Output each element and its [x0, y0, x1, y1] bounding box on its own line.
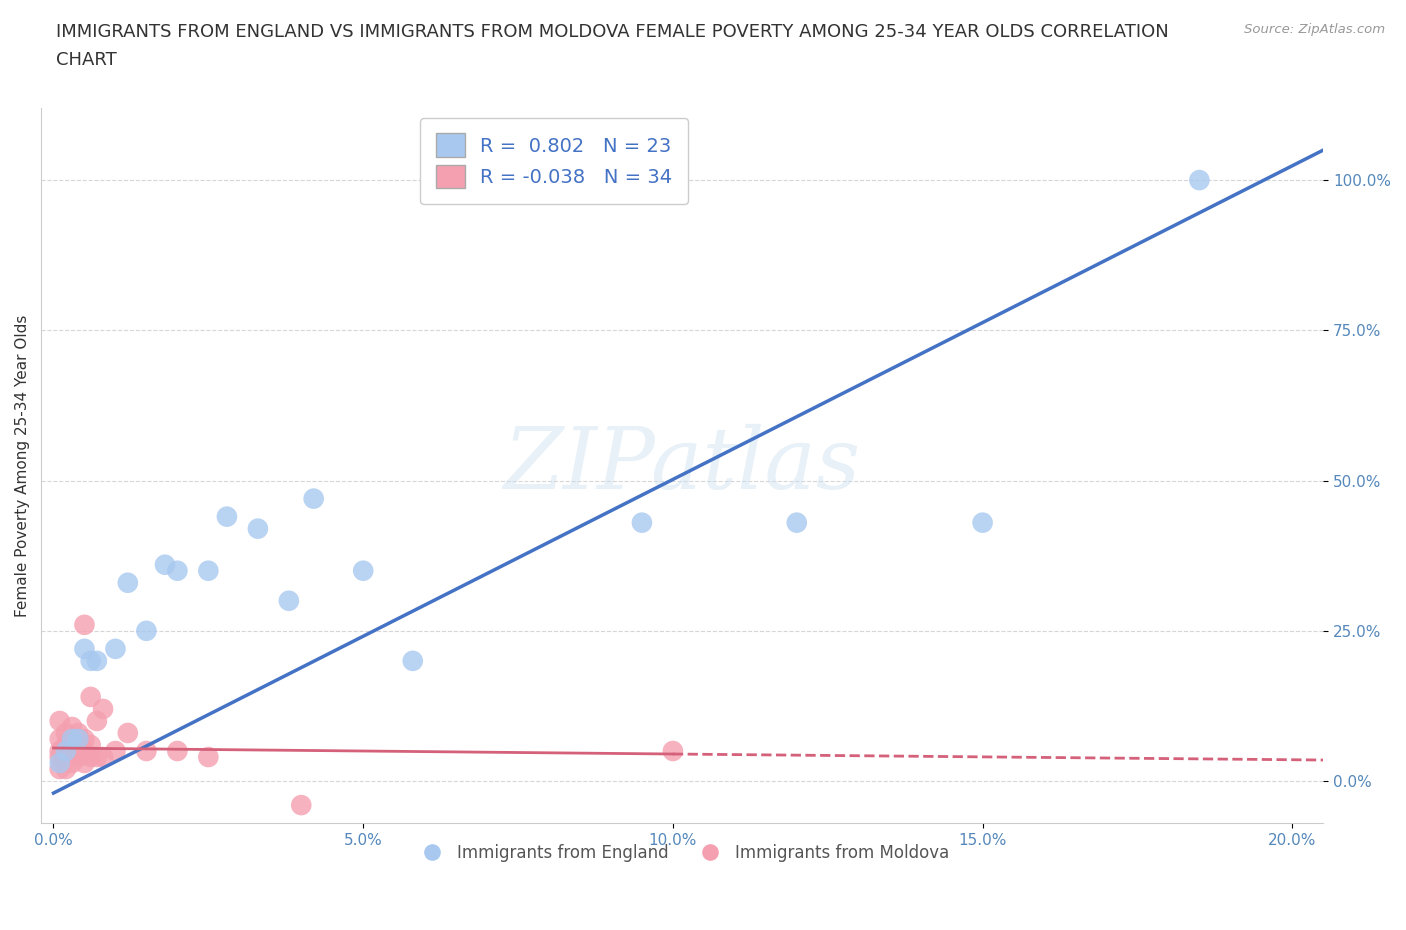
Point — [60, 720, 83, 735]
Point — [91, 750, 114, 764]
Point — [402, 654, 425, 669]
Point — [48, 713, 70, 728]
Point — [86, 713, 108, 728]
Point — [972, 515, 994, 530]
Point — [246, 521, 269, 536]
Point — [73, 744, 96, 759]
Y-axis label: Female Poverty Among 25-34 Year Olds: Female Poverty Among 25-34 Year Olds — [15, 314, 30, 617]
Point — [786, 515, 808, 530]
Point — [79, 750, 101, 764]
Point — [91, 701, 114, 716]
Point — [55, 750, 77, 764]
Point — [104, 642, 127, 657]
Point — [55, 762, 77, 777]
Point — [67, 725, 90, 740]
Point — [73, 642, 96, 657]
Point — [55, 725, 77, 740]
Point — [60, 755, 83, 770]
Point — [631, 515, 654, 530]
Point — [73, 618, 96, 632]
Point — [135, 744, 157, 759]
Point — [79, 737, 101, 752]
Point — [67, 750, 90, 764]
Point — [197, 564, 219, 578]
Text: CHART: CHART — [56, 51, 117, 69]
Point — [73, 732, 96, 747]
Point — [277, 593, 299, 608]
Point — [55, 737, 77, 752]
Text: Source: ZipAtlas.com: Source: ZipAtlas.com — [1244, 23, 1385, 36]
Legend: Immigrants from England, Immigrants from Moldova: Immigrants from England, Immigrants from… — [408, 837, 956, 869]
Point — [48, 750, 70, 764]
Point — [1188, 173, 1211, 188]
Point — [60, 732, 83, 747]
Point — [166, 744, 188, 759]
Point — [48, 762, 70, 777]
Point — [117, 576, 139, 591]
Point — [86, 750, 108, 764]
Point — [215, 510, 238, 525]
Point — [48, 732, 70, 747]
Point — [79, 654, 101, 669]
Point — [79, 689, 101, 704]
Point — [48, 755, 70, 770]
Point — [86, 654, 108, 669]
Text: ZIPatlas: ZIPatlas — [503, 424, 860, 507]
Point — [302, 491, 325, 506]
Point — [48, 744, 70, 759]
Point — [153, 557, 176, 572]
Point — [352, 564, 374, 578]
Point — [197, 750, 219, 764]
Point — [117, 725, 139, 740]
Point — [55, 744, 77, 759]
Point — [135, 623, 157, 638]
Point — [60, 744, 83, 759]
Point — [166, 564, 188, 578]
Point — [73, 755, 96, 770]
Point — [67, 732, 90, 747]
Point — [662, 744, 685, 759]
Point — [67, 737, 90, 752]
Point — [104, 744, 127, 759]
Point — [290, 798, 312, 813]
Text: IMMIGRANTS FROM ENGLAND VS IMMIGRANTS FROM MOLDOVA FEMALE POVERTY AMONG 25-34 YE: IMMIGRANTS FROM ENGLAND VS IMMIGRANTS FR… — [56, 23, 1168, 41]
Point — [60, 732, 83, 747]
